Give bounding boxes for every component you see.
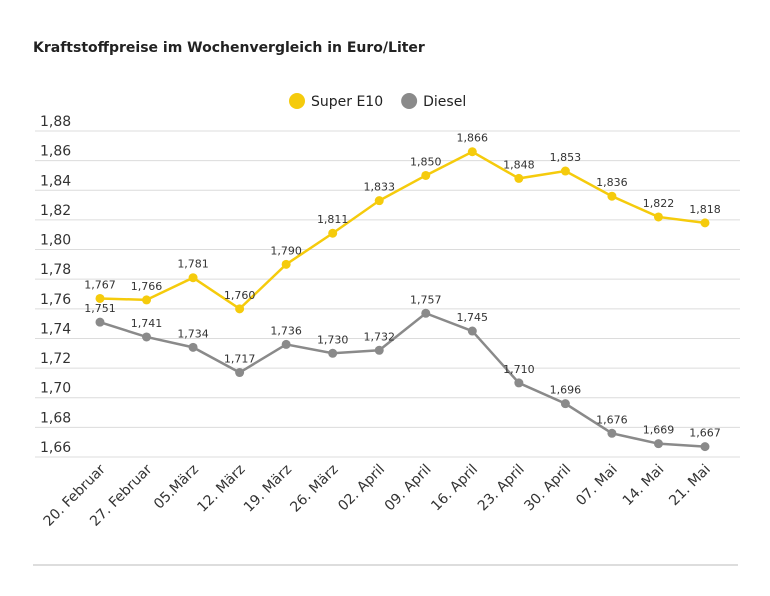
legend-label: Diesel xyxy=(423,94,466,110)
x-tick-label: 21. Mai xyxy=(666,462,714,510)
data-label: 1,732 xyxy=(363,330,395,343)
y-tick-label: 1,72 xyxy=(40,351,71,367)
data-label: 1,760 xyxy=(224,289,256,302)
data-label: 1,850 xyxy=(410,155,442,168)
data-label: 1,669 xyxy=(643,424,675,437)
data-point xyxy=(95,293,105,303)
data-point xyxy=(607,428,617,438)
x-tick-label: 12. März xyxy=(194,462,248,516)
data-label: 1,667 xyxy=(689,427,721,440)
data-point xyxy=(328,228,338,238)
y-tick-label: 1,84 xyxy=(40,173,71,189)
data-point xyxy=(328,348,338,358)
data-label: 1,745 xyxy=(457,311,489,324)
data-point xyxy=(188,273,198,283)
data-label: 1,818 xyxy=(689,203,721,216)
data-label: 1,717 xyxy=(224,353,256,366)
data-point xyxy=(95,317,105,327)
data-label: 1,833 xyxy=(363,181,395,194)
data-label: 1,741 xyxy=(131,317,163,330)
series-line xyxy=(99,311,706,448)
data-label: 1,734 xyxy=(177,327,209,340)
x-tick-label: 23. April xyxy=(475,462,528,515)
legend-label: Super E10 xyxy=(311,94,383,110)
data-point xyxy=(374,345,384,355)
data-point xyxy=(142,332,152,342)
data-point xyxy=(560,399,570,409)
data-label: 1,757 xyxy=(410,293,442,306)
x-tick-label: 16. April xyxy=(428,462,481,515)
data-label: 1,811 xyxy=(317,213,349,226)
x-tick-label: 09. April xyxy=(382,462,435,515)
data-label: 1,710 xyxy=(503,363,535,376)
data-point xyxy=(467,326,477,336)
data-point xyxy=(700,442,710,452)
data-point xyxy=(235,368,245,378)
y-tick-label: 1,80 xyxy=(40,233,71,249)
data-label: 1,736 xyxy=(270,324,302,337)
legend-marker xyxy=(289,93,305,109)
x-tick-label: 30. April xyxy=(521,462,574,515)
y-tick-label: 1,78 xyxy=(40,262,71,278)
data-point xyxy=(560,166,570,176)
y-tick-label: 1,86 xyxy=(40,144,71,160)
data-label: 1,866 xyxy=(457,132,489,145)
data-point xyxy=(281,259,291,269)
data-point xyxy=(653,439,663,449)
y-tick-label: 1,76 xyxy=(40,292,71,308)
legend-marker xyxy=(401,93,418,109)
data-label: 1,781 xyxy=(177,258,209,271)
data-label: 1,751 xyxy=(84,302,116,315)
data-label: 1,730 xyxy=(317,333,349,346)
data-point xyxy=(653,212,663,222)
x-tick-label: 26. März xyxy=(287,462,341,516)
x-tick-label: 07. Mai xyxy=(573,462,621,510)
y-tick-label: 1,74 xyxy=(40,321,71,337)
data-point xyxy=(467,147,477,157)
data-label: 1,836 xyxy=(596,176,628,189)
x-tick-label: 14. Mai xyxy=(620,462,668,510)
y-tick-label: 1,66 xyxy=(40,440,71,456)
x-tick-label: 02. April xyxy=(335,462,388,515)
data-point xyxy=(700,218,710,228)
data-point xyxy=(607,191,617,201)
series-line xyxy=(99,150,706,311)
data-point xyxy=(281,339,291,349)
data-label: 1,853 xyxy=(550,151,582,164)
y-tick-label: 1,88 xyxy=(40,114,71,130)
y-tick-label: 1,82 xyxy=(40,203,71,219)
data-point xyxy=(421,170,431,180)
data-point xyxy=(188,342,198,352)
data-point xyxy=(514,173,524,183)
data-point xyxy=(142,295,152,305)
data-label: 1,790 xyxy=(270,244,302,257)
x-tick-label: 19. März xyxy=(241,462,295,516)
data-label: 1,696 xyxy=(550,384,582,397)
data-label: 1,848 xyxy=(503,158,535,171)
data-label: 1,676 xyxy=(596,413,628,426)
y-tick-label: 1,70 xyxy=(40,381,71,397)
data-point xyxy=(421,308,431,318)
data-point xyxy=(374,196,384,206)
chart-title: Kraftstoffpreise im Wochenvergleich in E… xyxy=(33,40,425,56)
data-label: 1,767 xyxy=(84,278,116,291)
data-label: 1,766 xyxy=(131,280,163,293)
data-point xyxy=(235,304,245,314)
data-point xyxy=(514,378,524,388)
data-label: 1,822 xyxy=(643,197,675,210)
y-tick-label: 1,68 xyxy=(40,410,71,426)
